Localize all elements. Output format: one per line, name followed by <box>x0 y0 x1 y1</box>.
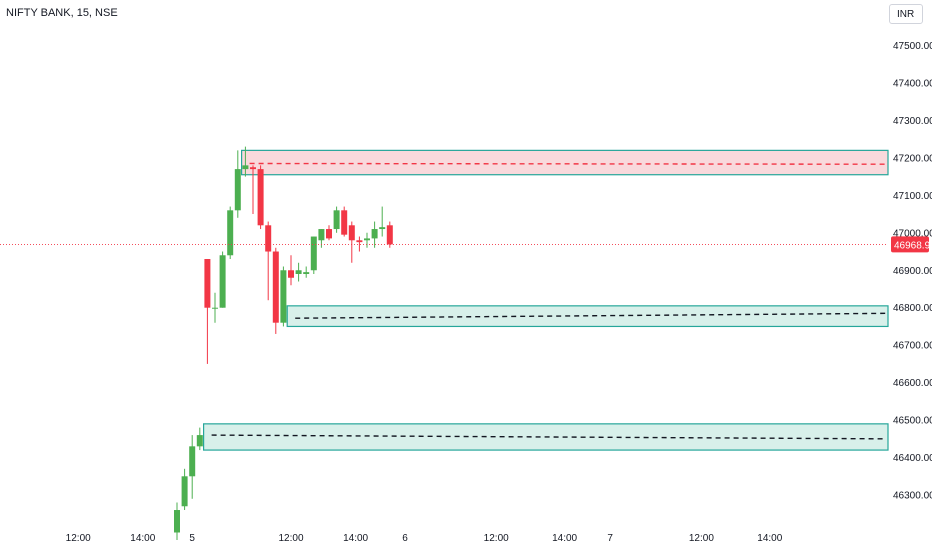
candle-body <box>379 227 386 230</box>
last-price-tag <box>891 236 929 253</box>
candle-body <box>196 435 203 447</box>
x-tick-label: 14:00 <box>343 533 368 544</box>
chart-title: NIFTY BANK, 15, NSE <box>6 7 118 19</box>
candle-body <box>219 255 226 308</box>
candle-body <box>212 307 218 309</box>
y-tick-label: 46500.00 <box>893 416 932 427</box>
x-tick-label: 6 <box>402 533 408 544</box>
y-axis: 46300.00 46400.00 46500.00 46600.00 46700.00… <box>893 41 932 502</box>
candle-body <box>303 272 310 274</box>
candle-body <box>242 165 249 170</box>
y-tick-label: 47200.00 <box>893 153 932 164</box>
y-tick-label: 47000.00 <box>893 228 932 239</box>
candle-body <box>356 240 363 243</box>
candle-body <box>280 270 287 323</box>
candle-body <box>371 229 378 239</box>
y-tick-label: 46700.00 <box>893 341 932 352</box>
y-tick-label: 46300.00 <box>893 491 932 502</box>
candle-body <box>326 229 332 239</box>
last-price-label: 46968.95 <box>894 240 932 251</box>
candle-body <box>386 225 393 245</box>
candle-body <box>227 210 234 256</box>
y-tick-label: 47500.00 <box>893 41 932 52</box>
candle-body <box>288 270 294 278</box>
zone-red-0 <box>241 149 889 176</box>
x-tick-label: 12:00 <box>689 533 714 544</box>
x-axis: 12:00 14:00 5 12:00 14:00 6 12:00 14:00 7 12:00 14… <box>66 533 783 544</box>
zone-midline-0 <box>249 162 887 165</box>
y-tick-label: 46600.00 <box>893 378 932 389</box>
candle-body <box>318 229 325 241</box>
y-tick-label: 47100.00 <box>893 191 932 202</box>
candle-body <box>272 251 279 323</box>
candle-body <box>310 236 317 271</box>
candle-body <box>333 210 340 230</box>
candle-body <box>265 225 272 252</box>
candle-body <box>295 270 302 274</box>
candle-body <box>189 446 196 477</box>
y-tick-label: 47400.00 <box>893 78 932 89</box>
zones-layer <box>203 149 889 451</box>
currency-selector[interactable]: INR <box>889 4 923 24</box>
candle-body <box>174 510 180 533</box>
y-tick-label: 46400.00 <box>893 453 932 464</box>
x-tick-label: 12:00 <box>484 533 509 544</box>
candle-body <box>364 238 370 241</box>
price-line-layer: 46968.95 <box>0 236 932 253</box>
x-tick-label: 14:00 <box>757 533 782 544</box>
candles-layer <box>174 146 393 540</box>
x-tick-label: 12:00 <box>278 533 303 544</box>
x-tick-label: 14:00 <box>130 533 155 544</box>
candle-body <box>257 169 264 226</box>
y-tick-label: 47300.00 <box>893 116 932 127</box>
candle-body <box>348 225 355 241</box>
candle-body <box>204 259 211 308</box>
y-tick-label: 46800.00 <box>893 303 932 314</box>
candle-body <box>341 210 348 235</box>
candle-body <box>234 169 241 211</box>
x-tick-label: 12:00 <box>66 533 91 544</box>
candle-body <box>250 167 256 170</box>
zone-midline-2 <box>211 434 887 440</box>
x-tick-label: 7 <box>607 533 613 544</box>
x-tick-label: 5 <box>189 533 195 544</box>
y-tick-label: 46900.00 <box>893 266 932 277</box>
x-tick-label: 14:00 <box>552 533 577 544</box>
candle-body <box>181 476 188 507</box>
